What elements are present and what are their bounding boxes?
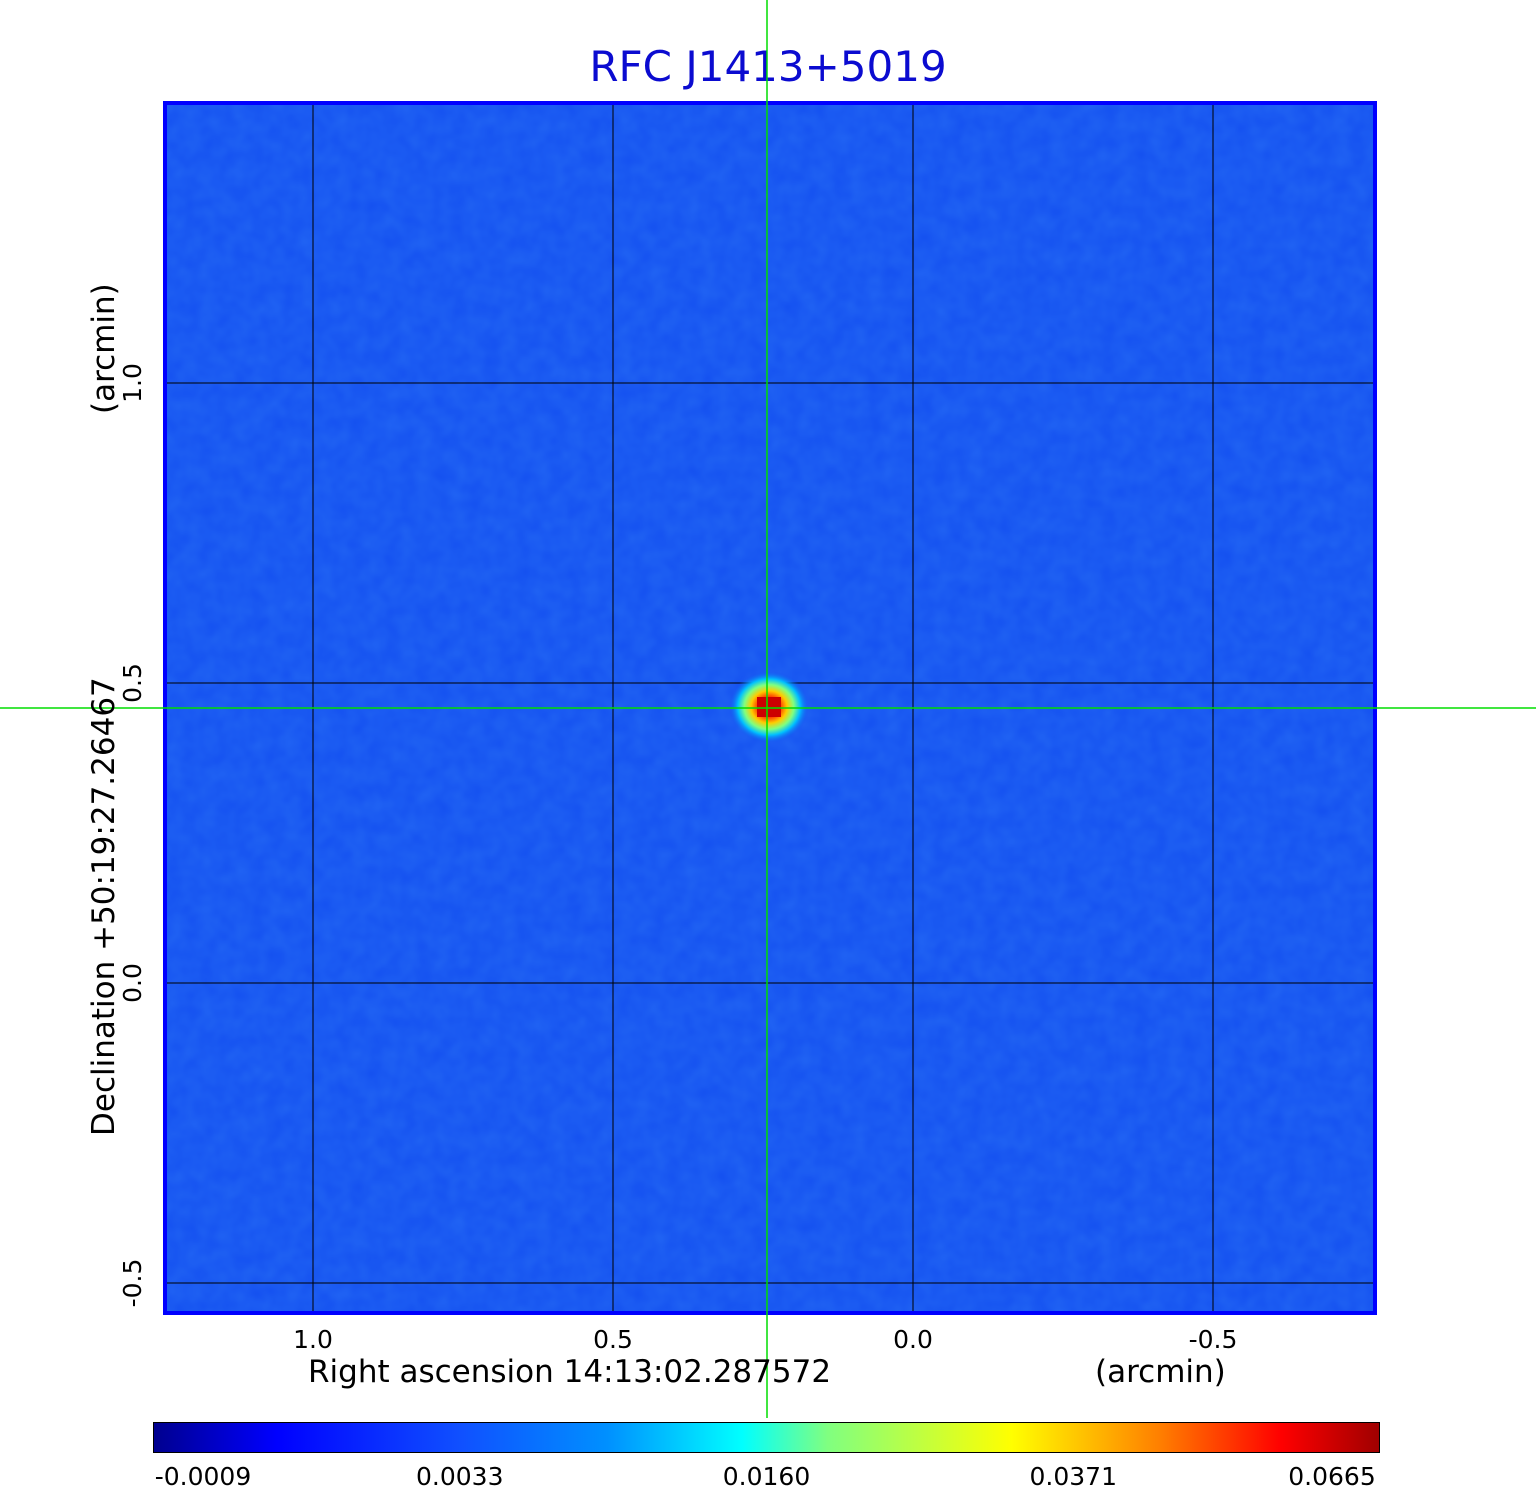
colorbar-tick-label: 0.0033: [416, 1462, 504, 1491]
y-axis-unit: (arcmin): [86, 283, 122, 414]
y-tick-label: -0.5: [118, 1258, 147, 1308]
y-axis-label: Declination +50:19:27.26467: [86, 677, 122, 1136]
colorbar-tick-label: -0.0009: [154, 1462, 252, 1491]
x-axis-unit: (arcmin): [1095, 1354, 1226, 1390]
sky-map[interactable]: [0, 0, 1536, 1420]
colorbar-tick-label: 0.0665: [1288, 1462, 1376, 1491]
colorbar-tick-label: 0.0371: [1029, 1462, 1117, 1491]
colorbar-tick-label: 0.0160: [722, 1462, 811, 1491]
x-tick-label: 1.0: [293, 1325, 333, 1354]
y-tick-label: 1.0: [118, 363, 147, 403]
y-tick-label: 0.0: [118, 963, 147, 1003]
y-tick-label: 0.5: [118, 663, 147, 703]
colorbar: [153, 1422, 1380, 1453]
x-tick-label: 0.5: [593, 1325, 633, 1354]
source-core: [757, 697, 781, 717]
map-title: RFC J1413+5019: [589, 42, 947, 91]
x-tick-label: 0.0: [893, 1325, 933, 1354]
x-tick-label: -0.5: [1188, 1325, 1238, 1354]
x-axis-label: Right ascension 14:13:02.287572: [308, 1354, 832, 1390]
